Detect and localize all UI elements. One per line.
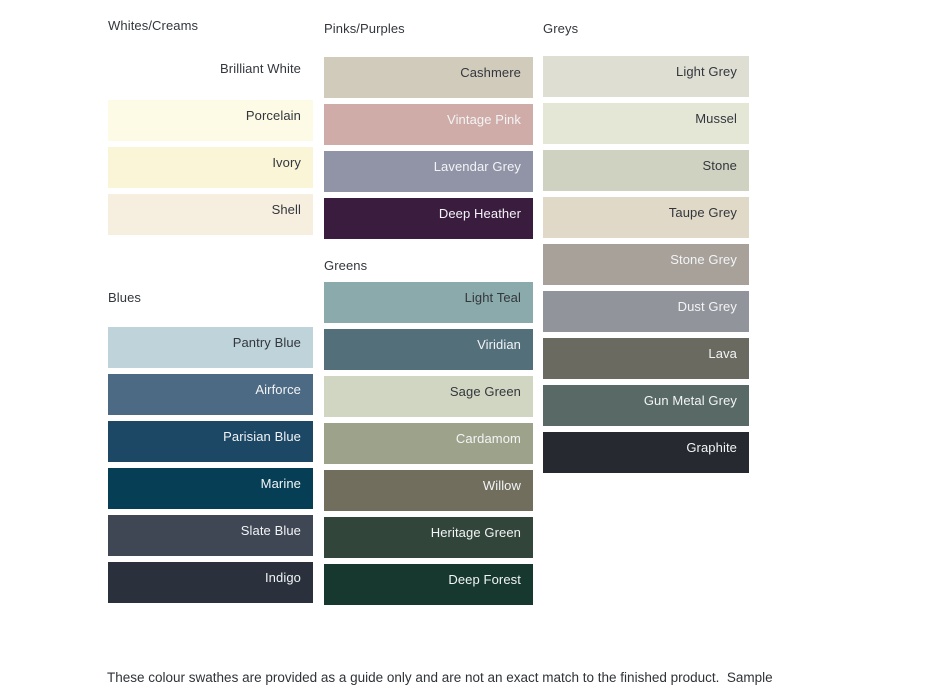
section-header-whites-creams: Whites/Creams xyxy=(108,18,199,33)
section-header-greys: Greys xyxy=(543,21,579,36)
swatch-label-cashmere: Cashmere xyxy=(460,65,521,80)
swatch-label-shell: Shell xyxy=(271,202,301,217)
swatch-label-marine: Marine xyxy=(260,476,301,491)
swatch-label-indigo: Indigo xyxy=(264,570,301,585)
swatch-label-ivory: Ivory xyxy=(272,155,301,170)
swatch-label-lavendar-grey: Lavendar Grey xyxy=(433,159,521,174)
swatch-stack-blues: Pantry Blue Airforce Parisian Blue Marin… xyxy=(108,327,313,609)
swatch-vintage-pink: Vintage Pink xyxy=(324,104,533,145)
column-greys: Greys Light Grey Mussel Stone Taupe Grey… xyxy=(543,0,749,700)
swatch-graphite: Graphite xyxy=(543,432,749,473)
swatch-lava: Lava xyxy=(543,338,749,379)
swatch-label-pantry-blue: Pantry Blue xyxy=(232,335,301,350)
swatch-lavendar-grey: Lavendar Grey xyxy=(324,151,533,192)
swatch-stack-greens: Light Teal Viridian Sage Green Cardamom … xyxy=(324,282,533,611)
swatch-light-teal: Light Teal xyxy=(324,282,533,323)
swatch-stack-whites-creams: Brilliant White Porcelain Ivory Shell xyxy=(108,53,313,241)
swatch-label-cardamom: Cardamom xyxy=(455,431,521,446)
disclaimer-text: These colour swathes are provided as a g… xyxy=(107,639,807,700)
swatch-label-parisian-blue: Parisian Blue xyxy=(223,429,301,444)
swatch-sage-green: Sage Green xyxy=(324,376,533,417)
swatch-label-sage-green: Sage Green xyxy=(449,384,521,399)
swatch-stack-pinks-purples: Cashmere Vintage Pink Lavendar Grey Deep… xyxy=(324,57,533,245)
swatch-label-heritage-green: Heritage Green xyxy=(430,525,521,540)
swatch-cardamom: Cardamom xyxy=(324,423,533,464)
swatch-viridian: Viridian xyxy=(324,329,533,370)
column-whites-blues: Whites/Creams Brilliant White Porcelain … xyxy=(108,0,313,700)
swatch-label-airforce: Airforce xyxy=(255,382,301,397)
swatch-label-mussel: Mussel xyxy=(695,111,737,126)
section-header-greens: Greens xyxy=(324,258,368,273)
swatch-label-gun-metal-grey: Gun Metal Grey xyxy=(643,393,737,408)
swatch-label-stone: Stone xyxy=(702,158,737,173)
swatch-stone: Stone xyxy=(543,150,749,191)
swatch-gun-metal-grey: Gun Metal Grey xyxy=(543,385,749,426)
swatch-stack-greys: Light Grey Mussel Stone Taupe Grey Stone… xyxy=(543,56,749,479)
swatch-label-deep-forest: Deep Forest xyxy=(448,572,521,587)
section-header-pinks-purples: Pinks/Purples xyxy=(324,21,405,36)
swatch-label-light-grey: Light Grey xyxy=(676,64,737,79)
swatch-heritage-green: Heritage Green xyxy=(324,517,533,558)
swatch-label-deep-heather: Deep Heather xyxy=(438,206,521,221)
swatch-marine: Marine xyxy=(108,468,313,509)
swatch-taupe-grey: Taupe Grey xyxy=(543,197,749,238)
swatch-deep-heather: Deep Heather xyxy=(324,198,533,239)
section-header-blues: Blues xyxy=(108,290,142,305)
swatch-label-dust-grey: Dust Grey xyxy=(677,299,737,314)
swatch-label-lava: Lava xyxy=(708,346,737,361)
swatch-mussel: Mussel xyxy=(543,103,749,144)
swatch-dust-grey: Dust Grey xyxy=(543,291,749,332)
column-pinks-greens: Pinks/Purples Cashmere Vintage Pink Lave… xyxy=(324,0,533,700)
swatch-pantry-blue: Pantry Blue xyxy=(108,327,313,368)
swatch-label-slate-blue: Slate Blue xyxy=(240,523,301,538)
swatch-light-grey: Light Grey xyxy=(543,56,749,97)
swatch-ivory: Ivory xyxy=(108,147,313,188)
swatch-willow: Willow xyxy=(324,470,533,511)
swatch-label-stone-grey: Stone Grey xyxy=(670,252,737,267)
swatch-deep-forest: Deep Forest xyxy=(324,564,533,605)
swatch-label-willow: Willow xyxy=(482,478,521,493)
swatch-stone-grey: Stone Grey xyxy=(543,244,749,285)
swatch-label-brilliant-white: Brilliant White xyxy=(220,61,301,76)
swatch-label-vintage-pink: Vintage Pink xyxy=(447,112,521,127)
swatch-cashmere: Cashmere xyxy=(324,57,533,98)
swatch-label-light-teal: Light Teal xyxy=(464,290,521,305)
swatch-shell: Shell xyxy=(108,194,313,235)
swatch-label-porcelain: Porcelain xyxy=(245,108,301,123)
swatch-slate-blue: Slate Blue xyxy=(108,515,313,556)
swatch-indigo: Indigo xyxy=(108,562,313,603)
swatch-label-graphite: Graphite xyxy=(686,440,737,455)
swatch-brilliant-white: Brilliant White xyxy=(108,53,313,94)
swatch-parisian-blue: Parisian Blue xyxy=(108,421,313,462)
swatch-porcelain: Porcelain xyxy=(108,100,313,141)
disclaimer-line-1: These colour swathes are provided as a g… xyxy=(107,670,773,685)
swatch-label-taupe-grey: Taupe Grey xyxy=(668,205,737,220)
swatch-label-viridian: Viridian xyxy=(477,337,521,352)
swatch-airforce: Airforce xyxy=(108,374,313,415)
